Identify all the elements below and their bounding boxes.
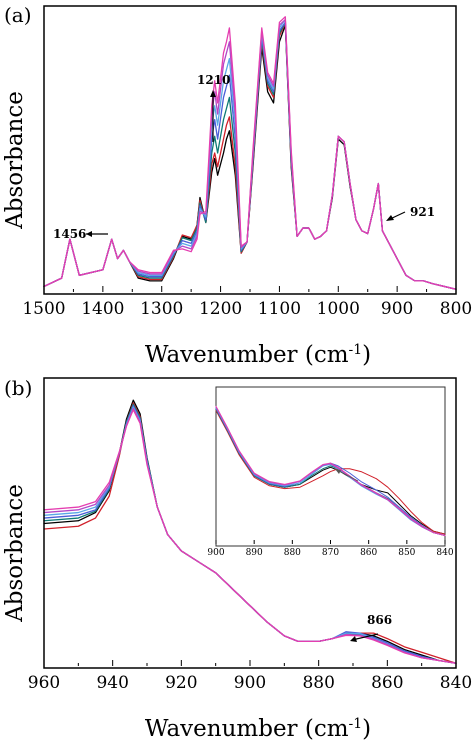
panel-a-frame [43,5,457,295]
panel-a-ylabel: Absorbance [2,91,28,230]
panel-b-xlabel-main: Wavenumber (cm [145,716,349,742]
panel-b-x-tick-label: 920 [165,673,197,693]
panel-b-series-line [43,409,457,664]
inset-x-tick-label: 890 [246,548,263,558]
panel-a-series [43,16,457,290]
panel-b: (b) Absorbance Wavenumber (cm-1) 960 940 9… [2,376,472,742]
inset-arrow [335,469,359,482]
inset-frame [215,386,446,547]
panel-a: (a) Absorbance Wavenumber (cm-1) 1500 140… [2,3,472,368]
panel-a-series-line [43,18,457,290]
panel-b-xlabel-close: ) [362,716,371,742]
panel-a-x-tick-label: 1200 [199,299,242,319]
panel-a-x-tick-label: 1500 [22,299,65,319]
annotation-921-arrowhead [386,215,394,221]
inset-x-ticks: 900 890 880 870 860 850 840 [207,540,454,558]
annotation-866-label: 866 [367,613,392,627]
inset-arrow-line [336,469,359,482]
panel-a-xlabel: Wavenumber (cm-1) [145,342,371,368]
panel-a-xlabel-close: ) [362,342,371,368]
panel-b-x-ticks: 960 940 920 900 880 860 840 [28,660,472,693]
annotation-1456-arrowhead [86,231,92,237]
panel-b-x-tick-label: 900 [234,673,266,693]
annotation-1210: 1210 [197,73,230,142]
panel-a-series-line [43,18,457,290]
panel-b-x-tick-label: 840 [440,673,472,693]
inset-x-tick-label: 900 [207,548,224,558]
panel-a-x-tick-label: 800 [440,299,472,319]
inset-x-tick-label: 860 [360,548,377,558]
annotation-866: 866 [350,613,392,642]
panel-a-series-line [43,21,457,290]
panel-a-label: (a) [4,3,32,27]
annotation-1210-arrowhead [210,90,216,97]
panel-b-frame [43,377,457,669]
annotation-1456-label: 1456 [53,227,86,241]
inset-series [215,405,446,536]
inset-series-line [215,410,446,535]
panel-a-series-line [43,21,457,290]
inset-x-tick-label: 850 [398,548,415,558]
panel-a-x-ticks: 1500 1400 1300 1200 1100 1000 900 800 [22,286,472,319]
inset-x-tick-label: 880 [284,548,301,558]
panel-b-x-tick-label: 860 [371,673,403,693]
inset-x-tick-label: 840 [436,548,453,558]
annotation-1456: 1456 [53,227,108,241]
panel-b-ylabel: Absorbance [2,484,28,623]
inset-arrowhead [335,469,341,474]
panel-a-x-tick-label: 1000 [317,299,360,319]
inset-series-line [215,406,446,536]
inset-series-line [215,405,446,536]
annotation-1210-label: 1210 [197,73,230,87]
inset-x-tick-label: 870 [322,548,339,558]
annotation-866-arrowhead [350,636,357,642]
panel-a-series-line [43,24,457,290]
panel-a-x-tick-label: 900 [381,299,413,319]
panel-a-xlabel-sup: -1 [349,342,363,358]
panel-b-label: (b) [4,376,32,400]
panel-a-x-tick-label: 1100 [258,299,301,319]
panel-b-x-tick-label: 940 [96,673,128,693]
annotation-866-arrow [351,633,379,641]
panel-b-xlabel: Wavenumber (cm-1) [145,716,371,742]
panel-a-xlabel-main: Wavenumber (cm [145,342,349,368]
panel-a-x-tick-label: 1400 [81,299,124,319]
panel-b-series [43,399,457,664]
inset-series-line [215,407,446,536]
panel-a-series-line [43,16,457,290]
panel-b-x-tick-label: 880 [302,673,334,693]
annotation-921: 921 [386,205,435,221]
panel-a-x-tick-label: 1300 [140,299,183,319]
panel-b-xlabel-sup: -1 [349,716,363,732]
panel-a-series-line [43,21,457,290]
inset-series-line [215,407,446,536]
inset-chart: 900 890 880 870 860 850 840 [207,386,454,558]
annotation-921-label: 921 [410,205,435,219]
panel-b-x-tick-label: 960 [28,673,60,693]
